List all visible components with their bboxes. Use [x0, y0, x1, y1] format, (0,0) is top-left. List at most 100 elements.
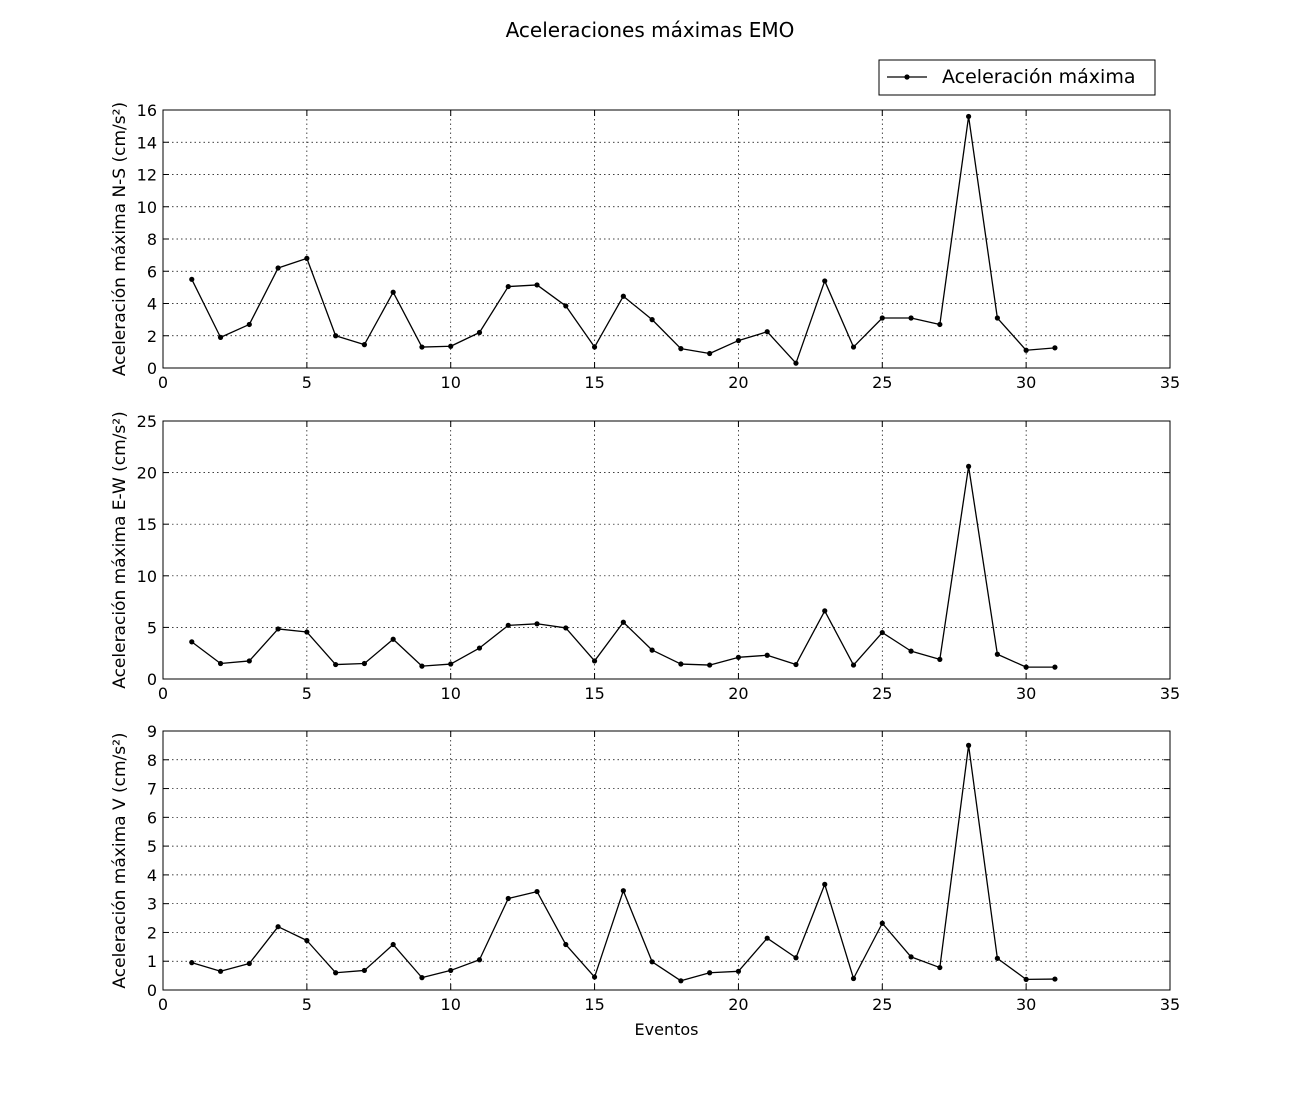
data-point [390, 289, 396, 295]
x-tick-label: 0 [158, 373, 168, 392]
data-point [361, 660, 367, 667]
y-tick-label: 2 [147, 923, 157, 942]
figure-title: Aceleraciones máximas EMO [506, 18, 795, 42]
y-tick-label: 8 [147, 751, 157, 770]
data-point [189, 960, 195, 966]
data-point [246, 321, 252, 328]
data-point [333, 333, 339, 339]
legend-marker-sample [904, 74, 910, 80]
y-tick-label: 10 [137, 198, 157, 217]
axes-frame [162, 420, 1171, 680]
data-point [333, 661, 339, 668]
x-tick-label: 30 [1016, 995, 1036, 1014]
data-point [246, 960, 252, 967]
y-tick-label: 15 [137, 515, 157, 534]
x-tick-label: 35 [1160, 995, 1180, 1014]
data-point [419, 663, 425, 669]
data-point [908, 648, 914, 654]
axes-frame [162, 730, 1171, 991]
data-point [1052, 345, 1058, 351]
y-tick-label: 14 [137, 133, 157, 152]
data-point [534, 888, 540, 895]
y-tick-label: 6 [147, 808, 157, 827]
y-tick-label: 8 [147, 230, 157, 249]
x-tick-label: 30 [1016, 373, 1036, 392]
data-point [591, 344, 598, 350]
data-point [563, 941, 569, 948]
data-point [448, 661, 454, 667]
y-tick-label: 2 [147, 327, 157, 346]
data-point [735, 968, 742, 974]
data-point [908, 954, 914, 960]
data-point [966, 742, 972, 748]
data-point [793, 955, 799, 961]
data-point [505, 283, 511, 290]
data-point [678, 346, 684, 352]
data-point [879, 920, 885, 926]
data-point [246, 658, 252, 664]
data-point [534, 621, 540, 627]
data-point [735, 337, 742, 344]
data-point [707, 970, 713, 976]
data-point [707, 350, 713, 357]
data-point [620, 888, 626, 894]
x-tick-label: 15 [584, 684, 604, 703]
data-point [390, 941, 396, 948]
data-point [304, 629, 310, 635]
series-line [191, 465, 1055, 668]
data-point [1023, 347, 1029, 353]
legend-label: Aceleración máxima [942, 66, 1135, 88]
x-tick-label: 10 [441, 373, 461, 392]
y-axis-label: Aceleración máxima E-W (cm/s²) [110, 411, 130, 689]
y-tick-label: 7 [147, 780, 157, 799]
data-point [419, 975, 425, 981]
y-tick-label: 5 [147, 837, 157, 856]
x-tick-label: 20 [728, 995, 748, 1014]
y-axis-label: Aceleración máxima V (cm/s²) [110, 732, 130, 988]
data-point [879, 315, 885, 321]
data-point [275, 626, 281, 632]
data-point [563, 303, 569, 309]
data-point [620, 293, 626, 299]
x-tick-label: 0 [158, 684, 168, 703]
data-point [217, 660, 224, 667]
data-point [850, 975, 857, 982]
x-tick-label: 25 [872, 373, 892, 392]
data-point [764, 935, 770, 941]
data-point [189, 276, 195, 282]
data-point [822, 881, 828, 887]
data-point [591, 974, 598, 980]
data-point [189, 639, 195, 645]
data-point [764, 652, 770, 658]
y-tick-label: 4 [147, 866, 157, 885]
x-tick-label: 15 [584, 373, 604, 392]
y-tick-label: 1 [147, 952, 157, 971]
y-tick-label: 4 [147, 295, 157, 314]
data-point [649, 647, 655, 653]
data-point [620, 619, 626, 625]
data-point [390, 636, 396, 642]
y-tick-label: 6 [147, 262, 157, 281]
series-line [191, 115, 1055, 364]
data-point [649, 959, 655, 965]
data-point [937, 656, 943, 662]
data-point [994, 315, 1000, 321]
x-tick-label: 30 [1016, 684, 1036, 703]
subplot-e-w: 0 5 10 15 20 25 30 35 0 5 10 15 20 25 Aceleración máxi… [110, 411, 1180, 703]
data-point [448, 343, 454, 349]
data-point [822, 278, 828, 284]
y-tick-label: 3 [147, 895, 157, 914]
data-point [678, 978, 684, 984]
data-point [563, 625, 569, 631]
data-point [333, 970, 339, 976]
data-point [505, 622, 511, 628]
data-point [448, 967, 454, 974]
x-tick-label: 10 [441, 995, 461, 1014]
data-point [937, 321, 943, 328]
legend: Aceleración máxima [878, 59, 1156, 96]
y-tick-label: 0 [147, 670, 157, 689]
data-point [908, 315, 914, 321]
data-point [764, 329, 770, 335]
data-point [707, 662, 713, 668]
